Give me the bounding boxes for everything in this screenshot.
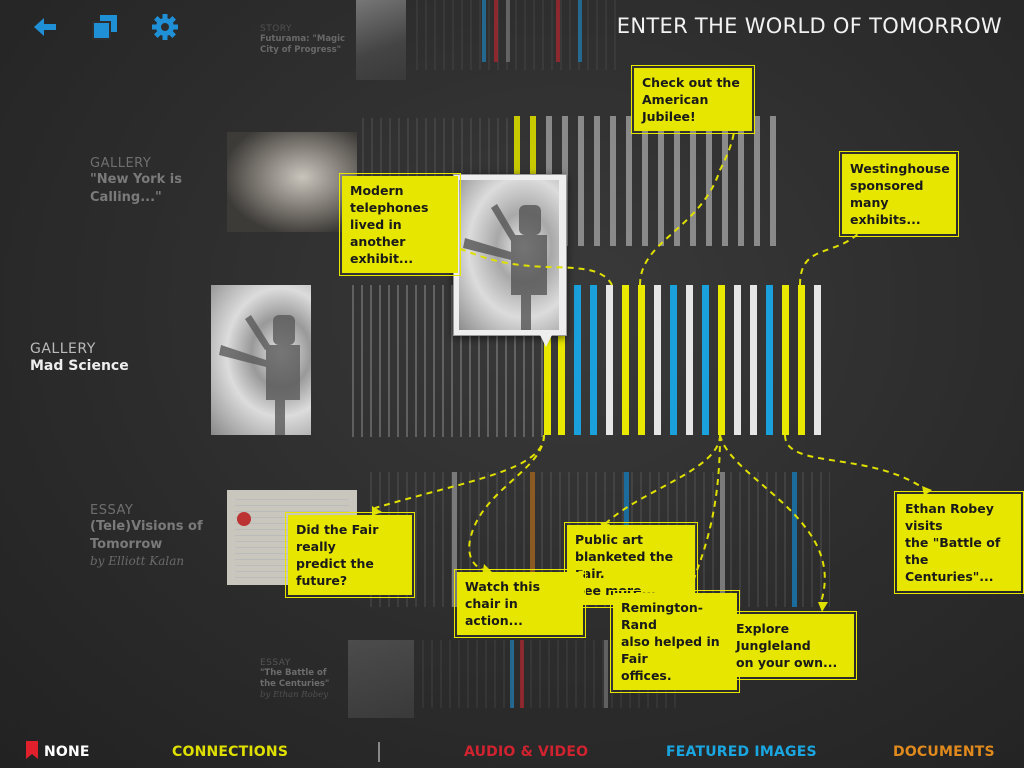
story-name: Futurama: "Magic City of Progress"	[260, 34, 346, 55]
story-label[interactable]: STORY Futurama: "Magic City of Progress"	[260, 24, 350, 56]
nav-divider	[378, 742, 380, 762]
essay-tv-bar	[792, 472, 797, 607]
back-arrow-icon[interactable]	[30, 12, 60, 42]
story-bar	[506, 0, 510, 62]
index-bar	[626, 116, 632, 246]
index-bar	[544, 285, 551, 435]
index-bar	[610, 116, 616, 246]
essay-battle-name: "The Battle of the Centuries"	[260, 668, 330, 689]
index-bar	[658, 116, 664, 246]
popup-pointer	[540, 335, 552, 347]
index-bar	[706, 116, 712, 246]
callout-remington[interactable]: Remington-Rand also helped in Fair offic…	[610, 590, 740, 693]
story-bar	[482, 0, 486, 62]
index-bar	[574, 285, 581, 435]
essay-battle-bar	[604, 640, 608, 708]
index-bar	[670, 285, 677, 435]
story-text-column	[416, 0, 616, 70]
essay-tv-name: (Tele)Visions of Tomorrow	[90, 519, 203, 552]
essay-tv-bar	[720, 472, 725, 607]
essay-tv-bar	[530, 472, 535, 607]
index-bar	[798, 285, 805, 435]
filter-none[interactable]: NONE	[26, 741, 90, 760]
mad-science-thumbnail[interactable]	[211, 285, 311, 435]
page-title: ENTER THE WORLD OF TOMORROW	[616, 14, 1002, 38]
filter-none-label: NONE	[44, 744, 90, 760]
index-bar	[622, 285, 629, 435]
index-bar	[686, 285, 693, 435]
filter-audio-video[interactable]: AUDIO & VIDEO	[464, 744, 589, 760]
index-bar	[654, 285, 661, 435]
index-bar	[606, 285, 613, 435]
index-bar	[770, 116, 776, 246]
index-bar	[766, 285, 773, 435]
gallery-ny-category: GALLERY	[90, 156, 152, 171]
index-bar	[718, 285, 725, 435]
essay-battle-author: by Ethan Robey	[260, 690, 329, 700]
essay-battle-thumbnail[interactable]	[348, 640, 414, 718]
callout-predict[interactable]: Did the Fair really predict the future?	[285, 512, 415, 598]
index-bar	[734, 285, 741, 435]
index-bar	[722, 116, 728, 246]
gallery-mad-label[interactable]: GALLERY Mad Science	[30, 341, 180, 375]
index-bar	[590, 285, 597, 435]
index-bar	[594, 116, 600, 246]
essay-tv-author: by Elliott Kalan	[90, 554, 185, 568]
gallery-mad-name: Mad Science	[30, 358, 129, 374]
gallery-ny-thumbnail[interactable]	[227, 132, 357, 232]
essay-battle-label[interactable]: ESSAY "The Battle of the Centuries" by E…	[260, 658, 345, 700]
index-bar	[638, 285, 645, 435]
index-bar	[674, 116, 680, 246]
essay-battle-bar	[510, 640, 514, 708]
essay-tv-label[interactable]: ESSAY (Tele)Visions of Tomorrow by Ellio…	[90, 503, 220, 568]
bookmark-icon	[26, 741, 38, 759]
index-bar	[702, 285, 709, 435]
gallery-ny-label[interactable]: GALLERY "New York is Calling..."	[90, 156, 220, 207]
index-bar	[782, 285, 789, 435]
filter-featured-images[interactable]: FEATURED IMAGES	[666, 744, 817, 760]
essay-battle-category: ESSAY	[260, 658, 291, 668]
index-bar	[814, 285, 821, 435]
index-bar	[690, 116, 696, 246]
gallery-ny-name: "New York is Calling..."	[90, 172, 182, 205]
story-bar	[494, 0, 498, 62]
index-bar	[754, 116, 760, 246]
index-bar	[558, 285, 565, 435]
essay-tv-category: ESSAY	[90, 503, 134, 518]
essay-battle-bar	[520, 640, 524, 708]
popup-image-frame[interactable]	[453, 174, 567, 347]
callout-public-art[interactable]: Public art blanketed the Fair. See more.…	[564, 522, 698, 608]
callout-telephone[interactable]: Modern telephones lived in another exhib…	[339, 173, 461, 276]
filter-documents[interactable]: DOCUMENTS	[893, 744, 995, 760]
callout-jubilee[interactable]: Check out the American Jubilee!	[631, 65, 755, 134]
gallery-mad-category: GALLERY	[30, 341, 96, 357]
callout-jungleland[interactable]: Explore Jungleland on your own...	[725, 611, 857, 680]
essay-tv-bar	[452, 472, 457, 607]
callout-westinghouse[interactable]: Westinghouse sponsored many exhibits...	[839, 151, 959, 237]
story-thumbnail[interactable]	[356, 0, 406, 80]
index-bar	[642, 116, 648, 246]
story-bar	[578, 0, 582, 62]
story-bar	[556, 0, 560, 62]
story-category: STORY	[260, 24, 292, 34]
index-bar	[750, 285, 757, 435]
index-bar	[738, 116, 744, 246]
callout-robey[interactable]: Ethan Robey visits the "Battle of the Ce…	[894, 491, 1024, 594]
callout-chair[interactable]: Watch this chair in action...	[454, 569, 586, 638]
copy-icon[interactable]	[90, 12, 120, 42]
index-bar	[578, 116, 584, 246]
filter-connections[interactable]: CONNECTIONS	[172, 744, 289, 760]
gear-icon[interactable]	[150, 12, 180, 42]
